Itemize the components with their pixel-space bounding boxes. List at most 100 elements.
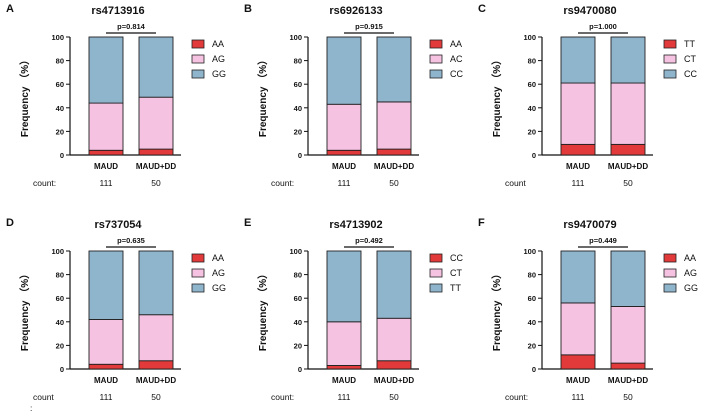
y-tick-label: 40 bbox=[294, 104, 302, 113]
legend-swatch bbox=[429, 283, 443, 293]
y-tick-label: 0 bbox=[532, 365, 536, 374]
y-tick-label: 40 bbox=[528, 104, 536, 113]
bar-segment-cc-maud bbox=[326, 36, 362, 105]
y-tick-label: 40 bbox=[528, 318, 536, 327]
legend-swatch bbox=[663, 268, 677, 278]
legend-swatch bbox=[429, 69, 443, 79]
y-tick-label: 0 bbox=[60, 151, 64, 160]
bar-segment-aa-maud bbox=[88, 149, 124, 156]
legend-label: TT bbox=[450, 283, 461, 293]
count-label: count bbox=[505, 178, 526, 188]
bar-segment-ag-maud bbox=[88, 102, 124, 151]
panel-letter: D bbox=[6, 217, 14, 229]
bar-segment-gg-maud bbox=[88, 36, 124, 104]
y-tick-label: 0 bbox=[298, 151, 302, 160]
x-category-label: MAUD+DD bbox=[374, 376, 414, 385]
bar-segment-cc-maud bbox=[560, 36, 596, 84]
y-tick-label: 40 bbox=[56, 104, 64, 113]
p-value-label: p=0.449 bbox=[589, 236, 617, 245]
bar-segment-aa-maud-dd bbox=[138, 360, 174, 370]
y-tick-label: 80 bbox=[56, 57, 64, 66]
x-category-label: MAUD+DD bbox=[608, 376, 648, 385]
legend-swatch bbox=[191, 54, 205, 64]
bar-segment-ag-maud-dd bbox=[610, 306, 646, 364]
legend-swatch bbox=[663, 54, 677, 64]
y-tick-label: 60 bbox=[528, 294, 536, 303]
legend-label: AG bbox=[684, 268, 697, 278]
y-axis-label: Frequency （%） bbox=[490, 269, 503, 351]
x-category-label: MAUD+DD bbox=[608, 162, 648, 171]
y-tick-label: 80 bbox=[528, 271, 536, 280]
y-tick-label: 100 bbox=[523, 33, 536, 42]
x-category-label: MAUD+DD bbox=[136, 376, 176, 385]
legend-swatch bbox=[429, 253, 443, 263]
legend-label: AA bbox=[684, 253, 696, 263]
x-category-label: MAUD bbox=[332, 162, 356, 171]
bar-segment-cc-maud-dd bbox=[376, 36, 412, 103]
bar-segment-ct-maud bbox=[560, 82, 596, 145]
bar-segment-ag-maud-dd bbox=[138, 96, 174, 150]
y-axis-label: Frequency （%） bbox=[18, 269, 31, 351]
count-value: 111 bbox=[338, 178, 351, 188]
legend-label: CT bbox=[450, 268, 462, 278]
y-tick-label: 80 bbox=[528, 57, 536, 66]
y-axis-label: Frequency （%） bbox=[18, 55, 31, 137]
bar-segment-ac-maud bbox=[326, 103, 362, 151]
chart-title: rs4713916 bbox=[91, 5, 144, 17]
panel-letter: E bbox=[244, 217, 251, 229]
chart-title: rs737054 bbox=[94, 219, 142, 231]
panel-letter: C bbox=[478, 3, 486, 15]
y-tick-label: 0 bbox=[298, 365, 302, 374]
legend-swatch bbox=[191, 268, 205, 278]
x-category-label: MAUD bbox=[332, 376, 356, 385]
chart-title: rs9470079 bbox=[563, 219, 616, 231]
p-value-label: p=0.492 bbox=[355, 236, 383, 245]
y-tick-label: 80 bbox=[294, 57, 302, 66]
p-value-label: p=0.635 bbox=[117, 236, 145, 245]
y-axis-label: Frequency （%） bbox=[256, 269, 269, 351]
p-value-label: p=0.915 bbox=[355, 22, 383, 31]
bar-segment-ac-maud-dd bbox=[376, 101, 412, 150]
legend-label: GG bbox=[212, 283, 226, 293]
legend-swatch bbox=[191, 69, 205, 79]
panel-letter: A bbox=[6, 3, 14, 15]
bar-segment-ct-maud-dd bbox=[376, 317, 412, 362]
bar-segment-gg-maud-dd bbox=[610, 250, 646, 307]
count-value: 50 bbox=[151, 178, 161, 188]
y-tick-label: 20 bbox=[294, 127, 302, 136]
y-tick-label: 100 bbox=[289, 247, 302, 256]
chart-title: rs6926133 bbox=[329, 5, 382, 17]
bar-segment-aa-maud-dd bbox=[376, 148, 412, 156]
count-label: count: bbox=[505, 392, 528, 402]
y-tick-label: 0 bbox=[532, 151, 536, 160]
legend-swatch bbox=[663, 69, 677, 79]
y-axis-label: Frequency （%） bbox=[256, 55, 269, 137]
legend-label: CC bbox=[450, 253, 463, 263]
p-value-label: p=0.814 bbox=[117, 22, 146, 31]
chart-title: rs9470080 bbox=[563, 5, 616, 17]
bar-segment-cc-maud bbox=[326, 365, 362, 370]
count-value: 111 bbox=[572, 392, 585, 402]
y-tick-label: 60 bbox=[294, 294, 302, 303]
y-tick-label: 100 bbox=[523, 247, 536, 256]
panel-letter: F bbox=[478, 217, 485, 229]
y-tick-label: 0 bbox=[60, 365, 64, 374]
legend-label: AA bbox=[450, 39, 462, 49]
bar-segment-aa-maud bbox=[88, 363, 124, 370]
y-tick-label: 60 bbox=[528, 80, 536, 89]
bar-segment-aa-maud bbox=[560, 354, 596, 370]
y-tick-label: 40 bbox=[56, 318, 64, 327]
count-value: 50 bbox=[623, 392, 633, 402]
bar-segment-gg-maud-dd bbox=[138, 250, 174, 316]
bar-segment-gg-maud bbox=[88, 250, 124, 320]
legend-swatch bbox=[429, 268, 443, 278]
count-label: count bbox=[33, 392, 54, 402]
y-tick-label: 20 bbox=[528, 341, 536, 350]
y-tick-label: 60 bbox=[56, 80, 64, 89]
bar-segment-ag-maud-dd bbox=[138, 314, 174, 362]
y-tick-label: 60 bbox=[294, 80, 302, 89]
